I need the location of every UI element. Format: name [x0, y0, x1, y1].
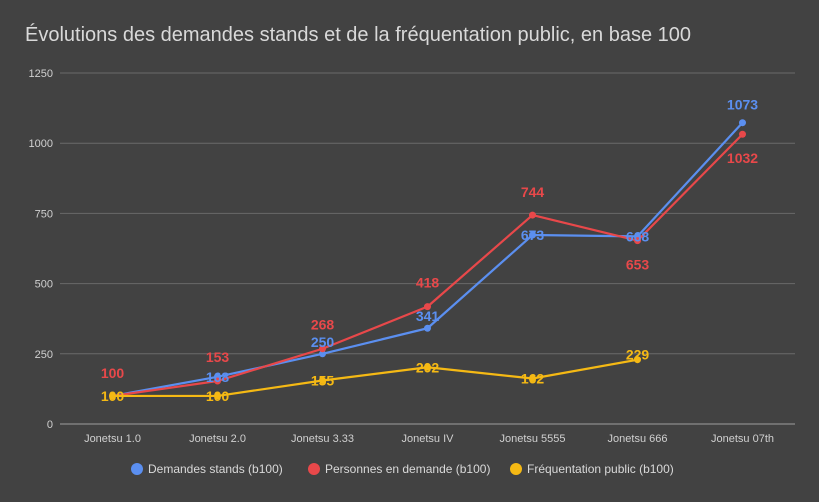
data-label: 1073 [727, 97, 758, 113]
legend-label: Demandes stands (b100) [148, 462, 283, 476]
data-label: 653 [626, 257, 650, 273]
y-tick-label: 750 [35, 208, 53, 220]
data-label: 341 [416, 308, 440, 324]
data-label: 250 [311, 334, 335, 350]
data-label: 268 [311, 317, 335, 333]
data-label: 153 [206, 349, 230, 365]
data-label: 673 [521, 227, 545, 243]
data-label: 1032 [727, 150, 758, 166]
legend-marker [308, 463, 320, 475]
y-tick-label: 1000 [29, 138, 53, 150]
y-tick-label: 250 [35, 349, 53, 361]
data-point [424, 303, 431, 311]
data-point [319, 376, 326, 384]
chart-title: Évolutions des demandes stands et de la … [25, 24, 692, 46]
data-label: 668 [626, 228, 650, 244]
legend-marker [131, 463, 143, 475]
series-line [112, 358, 638, 398]
x-tick-label: Jonetsu IV [402, 433, 455, 445]
data-point [424, 363, 431, 371]
x-tick-label: Jonetsu 5555 [499, 433, 565, 445]
data-point [214, 392, 221, 400]
legend-label: Personnes en demande (b100) [325, 462, 490, 476]
y-tick-label: 0 [47, 419, 53, 431]
data-point [319, 350, 326, 358]
data-label: 202 [416, 359, 440, 375]
data-point [529, 231, 536, 239]
data-label: 162 [521, 371, 545, 387]
y-tick-label: 1250 [29, 68, 53, 80]
x-tick-label: Jonetsu 3.33 [291, 433, 354, 445]
legend-label: Fréquentation public (b100) [527, 462, 674, 476]
data-point [529, 375, 536, 383]
data-label: 155 [311, 372, 335, 388]
data-label: 100 [206, 388, 230, 404]
data-label: 100 [101, 388, 125, 404]
data-point [424, 324, 431, 332]
data-label: 168 [206, 369, 230, 385]
x-tick-label: Jonetsu 07th [711, 433, 774, 445]
data-point [214, 377, 221, 385]
data-label: 418 [416, 275, 440, 291]
data-point [739, 130, 746, 138]
x-tick-label: Jonetsu 666 [608, 433, 668, 445]
data-point [109, 392, 116, 400]
data-point [634, 237, 641, 245]
legend-marker [510, 463, 522, 475]
data-point [739, 119, 746, 127]
y-tick-label: 500 [35, 279, 53, 291]
data-point [529, 211, 536, 219]
data-label: 100 [101, 365, 125, 381]
data-point [319, 345, 326, 353]
data-point [634, 356, 641, 364]
data-label: 229 [626, 347, 650, 363]
x-tick-label: Jonetsu 2.0 [189, 433, 246, 445]
data-label: 744 [521, 184, 545, 200]
x-tick-label: Jonetsu 1.0 [84, 433, 141, 445]
